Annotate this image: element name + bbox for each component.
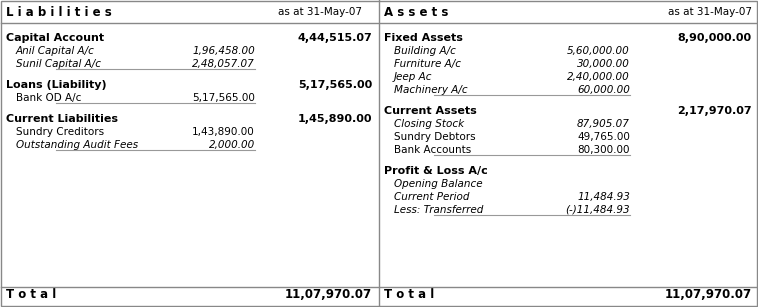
Text: Closing Stock: Closing Stock	[394, 119, 464, 129]
Text: A s s e t s: A s s e t s	[384, 6, 449, 18]
Text: 5,60,000.00: 5,60,000.00	[567, 46, 630, 56]
Text: Anil Capital A/c: Anil Capital A/c	[16, 46, 95, 56]
Text: Loans (Liability): Loans (Liability)	[6, 80, 107, 90]
Text: 30,000.00: 30,000.00	[577, 59, 630, 69]
Text: Sundry Creditors: Sundry Creditors	[16, 127, 104, 137]
Text: (-)11,484.93: (-)11,484.93	[565, 205, 630, 215]
Text: Sunil Capital A/c: Sunil Capital A/c	[16, 59, 101, 69]
Text: 11,07,970.07: 11,07,970.07	[665, 289, 752, 301]
Text: L i a b i l i t i e s: L i a b i l i t i e s	[6, 6, 111, 18]
Text: Furniture A/c: Furniture A/c	[394, 59, 461, 69]
Text: Profit & Loss A/c: Profit & Loss A/c	[384, 166, 487, 176]
Text: 11,07,970.07: 11,07,970.07	[285, 289, 372, 301]
Text: 87,905.07: 87,905.07	[577, 119, 630, 129]
Text: Fixed Assets: Fixed Assets	[384, 33, 463, 43]
Text: as at 31-May-07: as at 31-May-07	[668, 7, 752, 17]
Text: 2,17,970.07: 2,17,970.07	[678, 106, 752, 116]
Text: 80,300.00: 80,300.00	[578, 145, 630, 155]
Text: 5,17,565.00: 5,17,565.00	[192, 93, 255, 103]
Text: Bank OD A/c: Bank OD A/c	[16, 93, 81, 103]
Text: 2,40,000.00: 2,40,000.00	[567, 72, 630, 82]
Text: Machinery A/c: Machinery A/c	[394, 85, 468, 95]
Text: 2,000.00: 2,000.00	[208, 140, 255, 150]
Text: T o t a l: T o t a l	[384, 289, 434, 301]
Text: as at 31-May-07: as at 31-May-07	[278, 7, 362, 17]
Text: 2,48,057.07: 2,48,057.07	[193, 59, 255, 69]
Text: 1,43,890.00: 1,43,890.00	[193, 127, 255, 137]
Text: Outstanding Audit Fees: Outstanding Audit Fees	[16, 140, 138, 150]
Text: 5,17,565.00: 5,17,565.00	[298, 80, 372, 90]
Text: 1,96,458.00: 1,96,458.00	[193, 46, 255, 56]
Text: 4,44,515.07: 4,44,515.07	[297, 33, 372, 43]
Text: Current Assets: Current Assets	[384, 106, 477, 116]
Text: Current Period: Current Period	[394, 192, 469, 202]
Text: Jeep Ac: Jeep Ac	[394, 72, 433, 82]
Text: Less: Transferred: Less: Transferred	[394, 205, 484, 215]
Text: 1,45,890.00: 1,45,890.00	[297, 114, 372, 124]
Text: 60,000.00: 60,000.00	[577, 85, 630, 95]
Text: Capital Account: Capital Account	[6, 33, 104, 43]
Text: T o t a l: T o t a l	[6, 289, 56, 301]
Text: 11,484.93: 11,484.93	[577, 192, 630, 202]
Text: Current Liabilities: Current Liabilities	[6, 114, 118, 124]
Text: Opening Balance: Opening Balance	[394, 179, 483, 189]
Text: Bank Accounts: Bank Accounts	[394, 145, 471, 155]
Text: Sundry Debtors: Sundry Debtors	[394, 132, 475, 142]
Text: 8,90,000.00: 8,90,000.00	[678, 33, 752, 43]
Text: 49,765.00: 49,765.00	[577, 132, 630, 142]
Text: Building A/c: Building A/c	[394, 46, 456, 56]
